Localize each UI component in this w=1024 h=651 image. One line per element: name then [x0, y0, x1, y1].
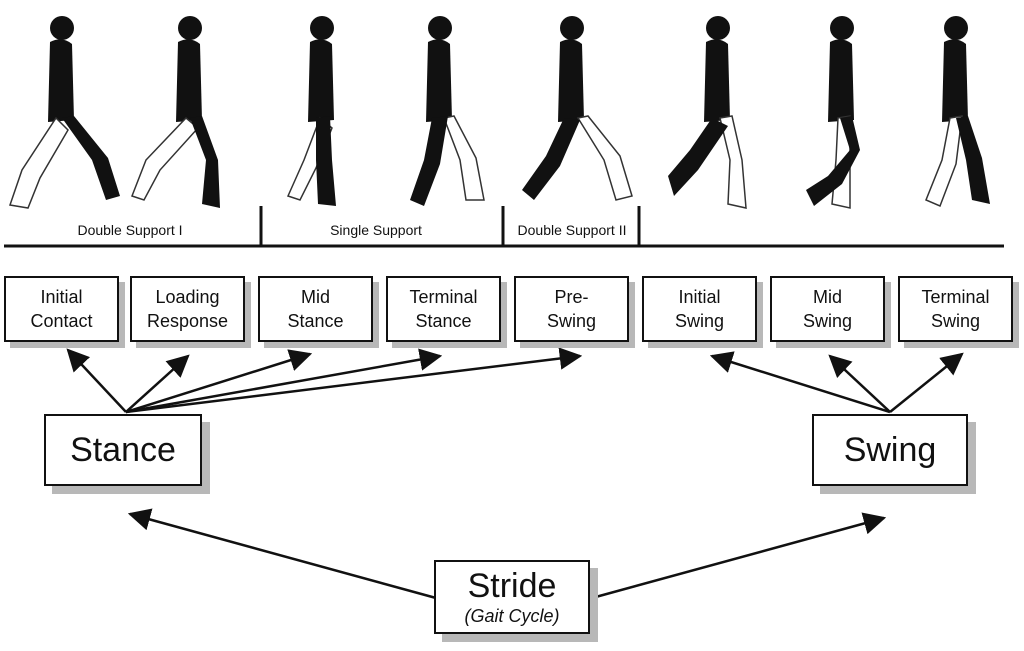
phase-label: Mid Stance: [287, 287, 344, 331]
walking-figure-icon: [806, 16, 860, 209]
swing-box: Swing: [812, 414, 968, 486]
phase-label: Pre- Swing: [546, 287, 597, 331]
phase-label: Loading Response: [146, 287, 229, 331]
stance-box: Stance: [44, 414, 202, 486]
swing-arrows: [709, 351, 964, 414]
phase-label: Mid Swing: [802, 287, 853, 331]
phase-label: Initial Contact: [30, 287, 93, 331]
stride-label: Stride: [467, 567, 557, 605]
phase-box-mid-stance: Mid Stance: [258, 276, 373, 342]
support-label-double-1: Double Support I: [77, 222, 183, 238]
phase-box-initial-contact: Initial Contact: [4, 276, 119, 342]
phase-label: Initial Swing: [674, 287, 725, 331]
phase-label: Terminal Swing: [921, 287, 990, 331]
walking-figure-icon: [522, 16, 633, 201]
stance-label: Stance: [70, 431, 176, 469]
phase-label: Terminal Stance: [409, 287, 478, 331]
walking-figure-icon: [9, 16, 120, 209]
walking-figure-icon: [131, 16, 220, 208]
support-label-double-2: Double Support II: [517, 222, 627, 238]
support-label-single: Single Support: [330, 222, 422, 238]
phase-box-pre-swing: Pre- Swing: [514, 276, 629, 342]
walking-figure-icon: [668, 16, 747, 209]
stance-arrows: [66, 347, 583, 414]
swing-label: Swing: [843, 431, 937, 469]
stride-box: Stride (Gait Cycle): [434, 560, 590, 634]
walking-figure-icon: [286, 16, 336, 206]
walking-figure-icon: [410, 16, 485, 206]
walking-figure-icon: [925, 16, 990, 207]
phase-box-terminal-stance: Terminal Stance: [386, 276, 501, 342]
stride-arrows: [127, 508, 887, 600]
phase-box-mid-swing: Mid Swing: [770, 276, 885, 342]
phase-box-loading-response: Loading Response: [130, 276, 245, 342]
stride-sublabel: (Gait Cycle): [464, 606, 560, 626]
phase-box-terminal-swing: Terminal Swing: [898, 276, 1013, 342]
phase-box-initial-swing: Initial Swing: [642, 276, 757, 342]
